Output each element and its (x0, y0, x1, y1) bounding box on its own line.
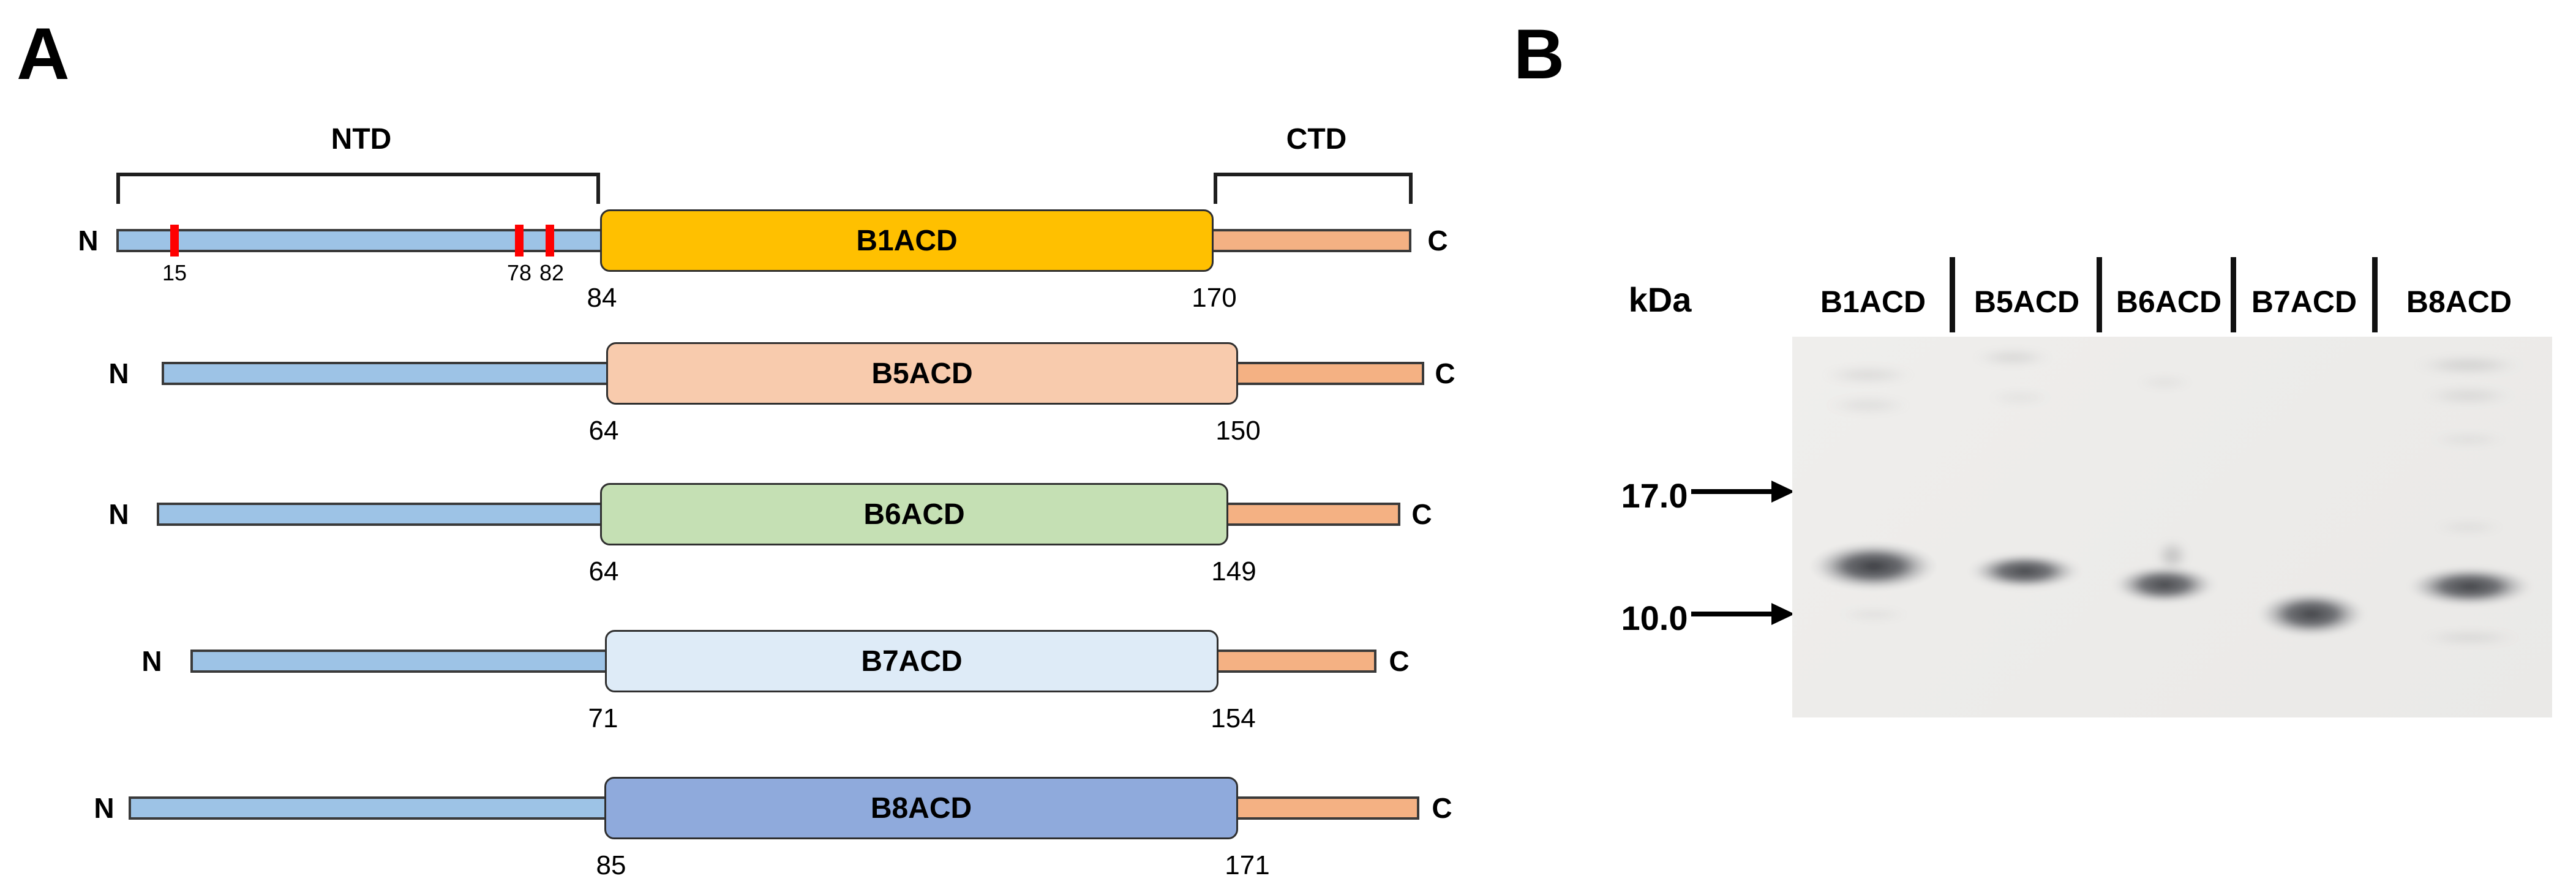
gel-smudge (1835, 608, 1912, 621)
mutation-position-label: 82 (539, 260, 565, 285)
gel-image (1792, 337, 2552, 717)
ctd-bar (1201, 229, 1411, 252)
ctd-bar (1226, 796, 1419, 820)
ntd-bar (129, 796, 617, 820)
gel-smudge (2411, 356, 2526, 375)
gel-smudge (2419, 386, 2518, 405)
acd-end-residue: 149 (1211, 556, 1256, 586)
marker-10kda-arrow (1691, 612, 1773, 616)
acd-box-b6acd: B6ACD (600, 483, 1228, 545)
c-terminus-label: C (1411, 498, 1432, 530)
gel-smudge (2134, 375, 2195, 391)
marker-17kda-label: 17.0 (1621, 476, 1688, 515)
gel-smudge (1822, 395, 1914, 415)
acd-box-label: B1ACD (856, 224, 958, 257)
lane-label-b8acd: B8ACD (2406, 285, 2512, 319)
lane-label-b1acd: B1ACD (1820, 285, 1926, 319)
acd-box-b1acd: B1ACD (600, 209, 1214, 272)
acd-box-label: B8ACD (870, 792, 972, 825)
acd-box-label: B7ACD (861, 645, 963, 678)
marker-10kda-arrowhead-icon (1771, 603, 1795, 625)
lane-separator (1950, 257, 1955, 332)
gel-smudge (1819, 365, 1918, 384)
lane-label-b5acd: B5ACD (1973, 285, 2080, 319)
mutation-position-label: 15 (162, 260, 187, 285)
acd-end-residue: 170 (1192, 283, 1237, 313)
acd-box-b5acd: B5ACD (606, 342, 1238, 405)
ctd-bar (1206, 650, 1376, 673)
mutation-mark-82 (546, 225, 554, 257)
gel-smudge (1970, 349, 2055, 367)
acd-box-b7acd: B7ACD (605, 630, 1219, 692)
ntd-bar (162, 362, 618, 385)
gel-smudge (2417, 629, 2523, 645)
n-terminus-label: N (94, 792, 115, 824)
acd-start-residue: 71 (588, 703, 618, 733)
c-terminus-label: C (1432, 792, 1452, 824)
lane-label-b6acd: B6ACD (2116, 285, 2222, 319)
gel-band-b5acd (1968, 553, 2081, 590)
mutation-mark-15 (170, 225, 179, 257)
ctd-bar (1226, 362, 1424, 385)
acd-end-residue: 150 (1215, 416, 1261, 446)
acd-end-residue: 154 (1211, 703, 1256, 733)
ntd-bar (116, 229, 625, 252)
n-terminus-label: N (108, 498, 129, 530)
gel-smudge (2427, 432, 2510, 448)
acd-start-residue: 64 (588, 556, 619, 586)
gel-band-b7acd (2256, 590, 2367, 637)
lane-separator (2231, 257, 2236, 332)
lane-separator (2097, 257, 2102, 332)
acd-box-label: B5ACD (871, 357, 973, 390)
lane-label-b7acd: B7ACD (2251, 285, 2357, 319)
gel-band-b1acd (1809, 541, 1938, 591)
gel-smudge (1986, 390, 2055, 405)
kda-units-label: kDa (1628, 280, 1692, 319)
acd-start-residue: 85 (596, 850, 626, 880)
ctd-bar (1216, 503, 1400, 526)
n-terminus-label: N (141, 645, 162, 677)
gel-band-b6acd (2112, 564, 2217, 604)
gel-smudge (2430, 519, 2507, 535)
ntd-bracket (116, 173, 600, 204)
acd-start-residue: 64 (588, 416, 619, 446)
marker-10kda-label: 10.0 (1621, 599, 1688, 637)
c-terminus-label: C (1389, 645, 1410, 677)
ntd-bar (157, 503, 612, 526)
acd-start-residue: 84 (587, 283, 617, 313)
acd-box-b8acd: B8ACD (604, 777, 1238, 839)
marker-17kda-arrow (1691, 489, 1773, 494)
panel-b-label: B (1514, 15, 1565, 94)
ctd-bracket (1214, 173, 1413, 204)
c-terminus-label: C (1435, 358, 1455, 389)
n-terminus-label: N (108, 358, 129, 389)
ntd-bracket-label: NTD (331, 123, 392, 155)
mutation-mark-78 (515, 225, 524, 257)
mutation-position-label: 78 (506, 260, 532, 285)
acd-end-residue: 171 (1225, 850, 1270, 880)
lane-separator (2372, 257, 2378, 332)
marker-17kda-arrowhead-icon (1771, 481, 1795, 503)
n-terminus-label: N (78, 225, 99, 257)
gel-band-b8acd (2406, 566, 2533, 607)
c-terminus-label: C (1427, 225, 1448, 257)
panel-a-label: A (17, 13, 70, 95)
ntd-bar (190, 650, 617, 673)
acd-box-label: B6ACD (863, 498, 965, 531)
ctd-bracket-label: CTD (1286, 123, 1347, 155)
